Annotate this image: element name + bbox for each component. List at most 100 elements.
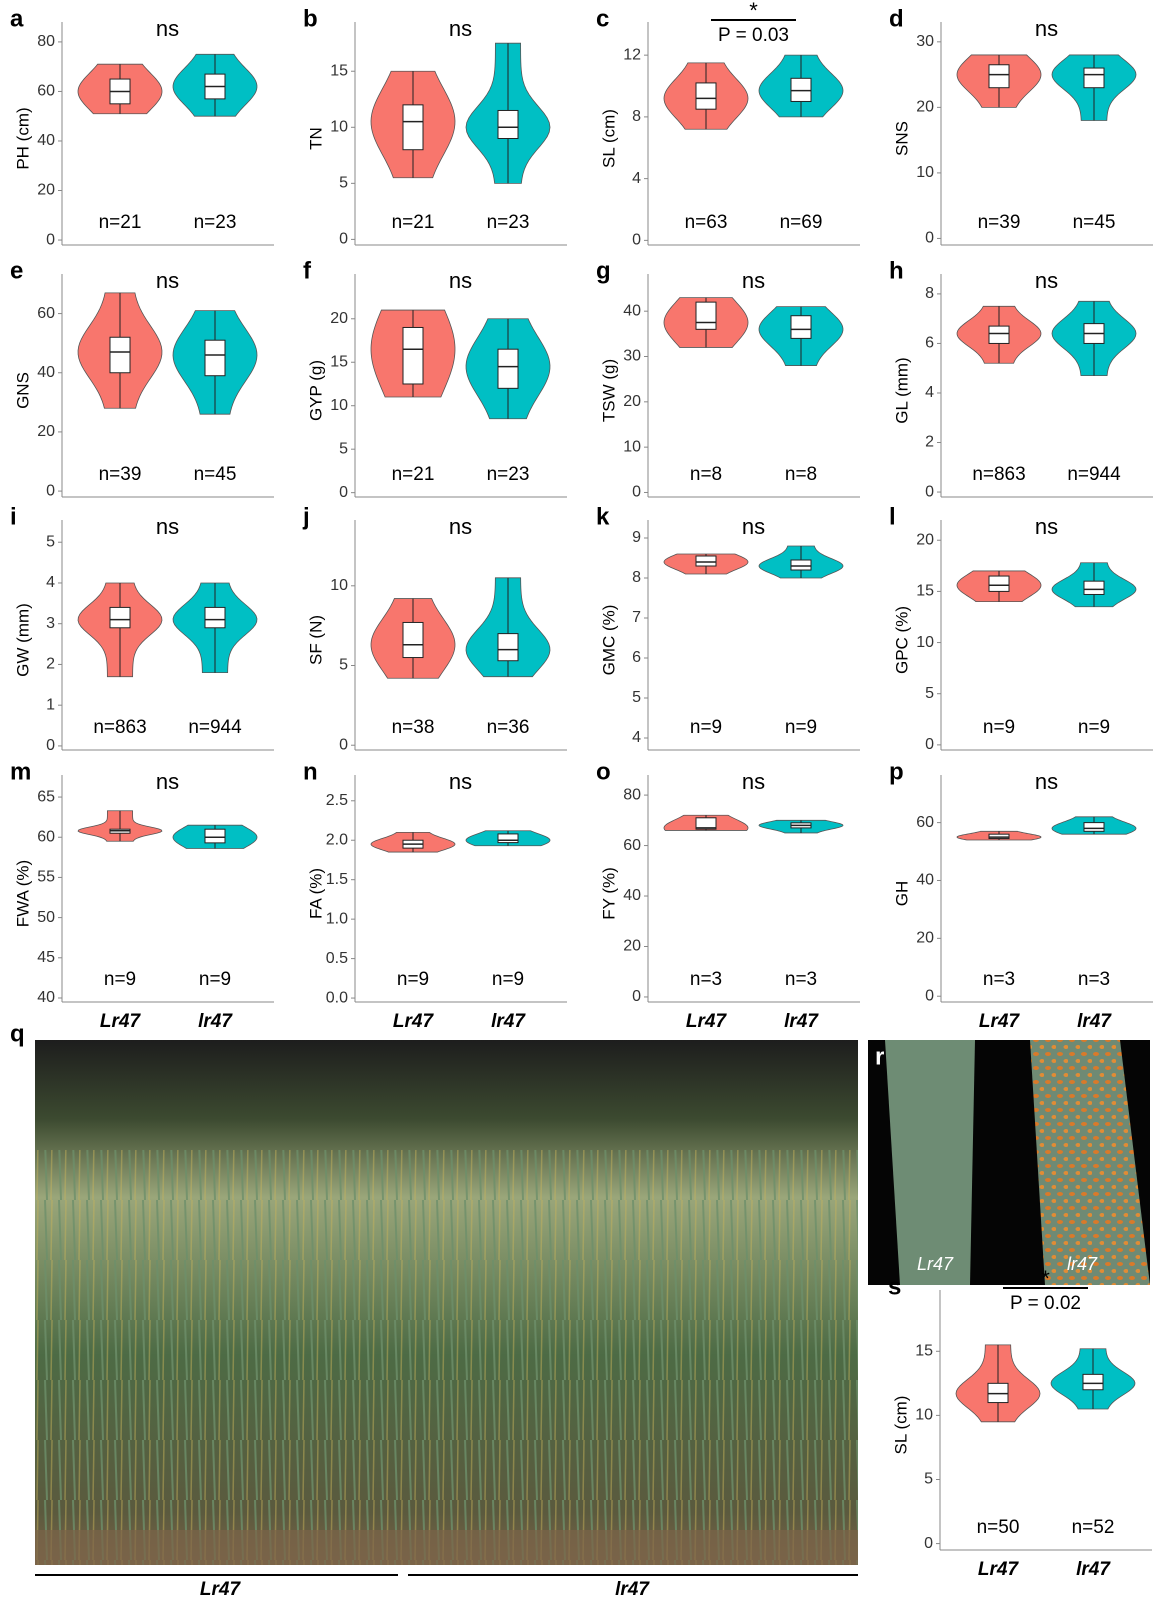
annotation: ns xyxy=(156,268,179,293)
y-tick-label: 5 xyxy=(46,533,55,550)
y-tick-label: 20 xyxy=(330,310,348,327)
y-tick-label: 7 xyxy=(632,609,641,626)
y-tick-label: 1.5 xyxy=(326,871,348,888)
n-label: n=38 xyxy=(392,717,435,738)
n-label: n=8 xyxy=(690,464,722,485)
y-tick-label: 6 xyxy=(925,335,934,352)
x-tick-label: lr47 xyxy=(1077,1011,1112,1032)
n-label: n=50 xyxy=(977,1517,1020,1538)
y-tick-label: 0 xyxy=(46,737,55,754)
y-tick-label: 55 xyxy=(37,869,55,886)
n-label: n=9 xyxy=(690,717,722,738)
box xyxy=(989,326,1009,343)
y-tick-label: 0 xyxy=(339,231,348,248)
panel-label: j xyxy=(302,503,310,530)
annotation: ns xyxy=(449,16,472,41)
n-label: n=944 xyxy=(1067,464,1121,485)
box xyxy=(403,622,423,657)
y-tick-label: 0 xyxy=(925,230,934,247)
annotation: ns xyxy=(1035,16,1058,41)
n-label: n=23 xyxy=(194,212,237,233)
n-label: n=9 xyxy=(397,969,429,990)
y-tick-label: 50 xyxy=(37,909,55,926)
n-label: n=36 xyxy=(487,717,530,738)
panel: nFA (%)0.00.51.01.52.02.5n=9Lr47n=9lr47n… xyxy=(303,758,567,1032)
box xyxy=(498,110,518,138)
n-label: n=52 xyxy=(1072,1517,1115,1538)
y-tick-label: 9 xyxy=(632,529,641,546)
y-tick-label: 2 xyxy=(46,656,55,673)
annotation: ns xyxy=(449,268,472,293)
y-tick-label: 0 xyxy=(339,484,348,501)
n-label: n=23 xyxy=(487,464,530,485)
y-tick-label: 40 xyxy=(623,302,641,319)
y-tick-label: 5 xyxy=(924,1471,933,1488)
box xyxy=(1084,823,1104,832)
y-tick-label: 3 xyxy=(46,615,55,632)
panel-label: o xyxy=(596,758,611,785)
annotation: ns xyxy=(156,16,179,41)
y-tick-label: 12 xyxy=(623,46,641,63)
y-tick-label: 20 xyxy=(916,531,934,548)
x-tick-label: Lr47 xyxy=(686,1011,728,1032)
figure: q Lr47 lr47 r Lr47 lr47 aPH (cm)02040608… xyxy=(0,0,1172,1600)
y-axis-label: SL (cm) xyxy=(599,109,618,168)
y-tick-label: 5 xyxy=(632,689,641,706)
panel-label: d xyxy=(889,5,904,32)
annotation: * xyxy=(1041,1266,1050,1291)
panel-label: q xyxy=(10,1020,25,1047)
y-tick-label: 2.5 xyxy=(326,792,348,809)
box xyxy=(403,327,423,384)
y-tick-label: 40 xyxy=(623,887,641,904)
y-tick-label: 8 xyxy=(632,569,641,586)
y-tick-label: 40 xyxy=(37,364,55,381)
n-label: n=9 xyxy=(1078,717,1110,738)
panel-label: e xyxy=(10,257,23,284)
y-tick-label: 20 xyxy=(623,393,641,410)
n-label: n=45 xyxy=(1073,212,1116,233)
x-tick-label: lr47 xyxy=(198,1011,233,1032)
n-label: n=3 xyxy=(690,969,722,990)
y-tick-label: 5 xyxy=(925,685,934,702)
box xyxy=(498,834,518,843)
n-label: n=39 xyxy=(978,212,1021,233)
photo-label: lr47 xyxy=(615,1579,650,1600)
y-tick-label: 0 xyxy=(925,987,934,1004)
y-tick-label: 30 xyxy=(623,348,641,365)
y-axis-label: GMC (%) xyxy=(599,605,618,676)
y-tick-label: 20 xyxy=(916,99,934,116)
y-axis-label: SL (cm) xyxy=(891,1396,910,1455)
y-axis-label: PH (cm) xyxy=(13,107,32,169)
panel-label: h xyxy=(889,257,904,284)
y-tick-label: 20 xyxy=(623,938,641,955)
y-tick-label: 0 xyxy=(632,484,641,501)
n-label: n=21 xyxy=(392,464,435,485)
n-label: n=3 xyxy=(983,969,1015,990)
n-label: n=45 xyxy=(194,464,237,485)
n-label: n=9 xyxy=(785,717,817,738)
box xyxy=(1084,68,1104,88)
x-tick-label: lr47 xyxy=(491,1011,526,1032)
x-tick-label: Lr47 xyxy=(978,1559,1020,1580)
y-tick-label: 0.0 xyxy=(326,989,348,1006)
panel-label: f xyxy=(303,257,312,284)
annotation: ns xyxy=(742,769,765,794)
box xyxy=(1083,1374,1103,1389)
y-tick-label: 60 xyxy=(37,305,55,322)
y-tick-label: 40 xyxy=(916,872,934,889)
box xyxy=(110,337,130,373)
y-tick-label: 0 xyxy=(925,483,934,500)
box xyxy=(791,316,811,339)
box xyxy=(110,607,130,627)
box xyxy=(791,560,811,570)
panel-label: l xyxy=(889,503,896,530)
box xyxy=(696,556,716,566)
y-tick-label: 5 xyxy=(339,440,348,457)
y-tick-label: 5 xyxy=(339,175,348,192)
y-tick-label: 4 xyxy=(46,574,55,591)
y-tick-label: 0 xyxy=(925,736,934,753)
